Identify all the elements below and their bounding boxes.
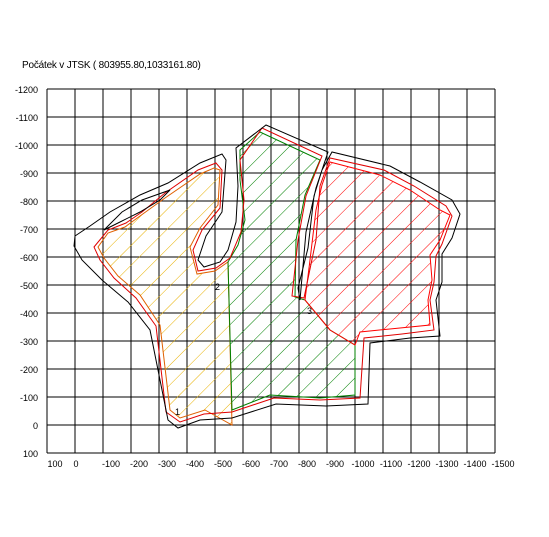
zone-2-label: 2 bbox=[215, 282, 220, 292]
y-tick-label: -700 bbox=[20, 225, 38, 235]
x-tick-label: -800 bbox=[298, 459, 316, 469]
x-tick-label: -1300 bbox=[435, 459, 458, 469]
y-tick-label: -800 bbox=[20, 197, 38, 207]
plot-origin-title: Počátek v JTSK ( 803955.80,1033161.80) bbox=[22, 60, 201, 71]
y-tick-label: -400 bbox=[20, 309, 38, 319]
x-tick-label: -100 bbox=[102, 459, 120, 469]
outer-boundary-notch bbox=[103, 189, 171, 231]
x-tick-label: 0 bbox=[73, 459, 78, 469]
outer-boundary-line bbox=[73, 124, 461, 429]
x-tick-label: 100 bbox=[47, 459, 62, 469]
x-tick-label: -1000 bbox=[351, 459, 374, 469]
y-tick-label: 0 bbox=[33, 421, 38, 431]
inner-boundary-line bbox=[93, 127, 453, 423]
x-tick-label: -1500 bbox=[491, 459, 514, 469]
x-tick-label: -500 bbox=[214, 459, 232, 469]
y-axis-ticks: -1200-1100-1000-900-800-700-600-500-400-… bbox=[15, 85, 38, 459]
zone-2-area bbox=[227, 131, 356, 411]
zone-1-label: 1 bbox=[175, 407, 180, 417]
y-tick-label: -900 bbox=[20, 169, 38, 179]
y-tick-label: -300 bbox=[20, 337, 38, 347]
x-tick-label: -200 bbox=[130, 459, 148, 469]
x-tick-label: -700 bbox=[270, 459, 288, 469]
y-tick-label: 100 bbox=[23, 449, 38, 459]
y-tick-label: -100 bbox=[20, 393, 38, 403]
y-tick-label: -600 bbox=[20, 253, 38, 263]
y-tick-label: -1000 bbox=[15, 141, 38, 151]
x-axis-ticks: 100 0 -100 -200 -300 -400 -500 -600 -700 -800 -900… bbox=[47, 459, 514, 469]
x-tick-label: -400 bbox=[186, 459, 204, 469]
x-tick-label: -600 bbox=[242, 459, 260, 469]
y-tick-label: -1100 bbox=[16, 113, 38, 123]
x-tick-label: -900 bbox=[326, 459, 344, 469]
y-tick-label: -1200 bbox=[15, 85, 38, 95]
zone-3-label: 3 bbox=[307, 306, 312, 316]
y-tick-label: -200 bbox=[20, 365, 38, 375]
y-tick-label: -500 bbox=[20, 281, 38, 291]
zone-3-area bbox=[304, 161, 451, 346]
zone-1-area bbox=[97, 167, 233, 426]
x-tick-label: -1100 bbox=[380, 459, 402, 469]
x-tick-label: -1400 bbox=[463, 459, 486, 469]
x-tick-label: -1200 bbox=[407, 459, 430, 469]
x-tick-label: -300 bbox=[158, 459, 176, 469]
